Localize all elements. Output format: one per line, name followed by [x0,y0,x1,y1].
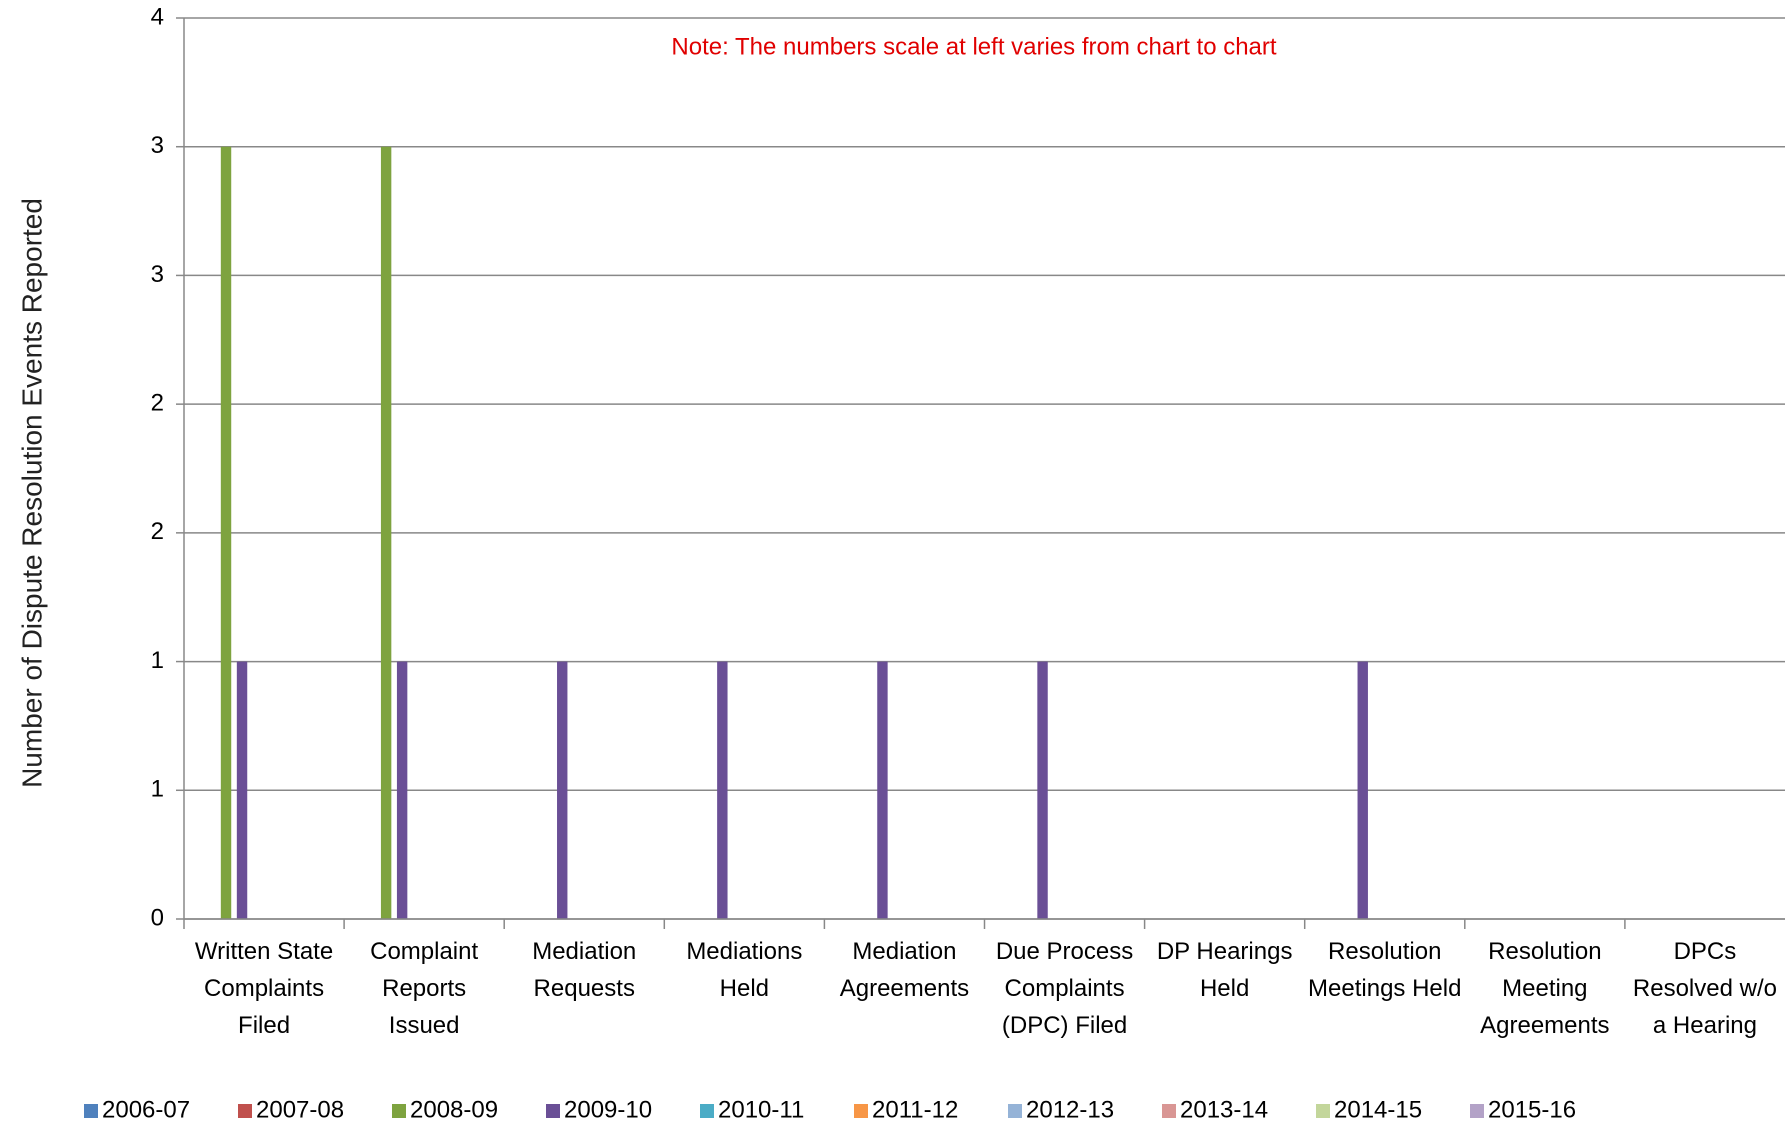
y-tick-label: 3 [151,261,164,288]
bar [717,661,728,919]
x-tick-label: Complaint Reports Issued [370,938,479,1039]
bar [1357,661,1368,919]
legend-label: 2008-09 [410,1096,498,1123]
bar [396,661,408,919]
x-tick-label-box: Due Process Complaints (DPC) Filed [995,938,1134,1039]
x-tick-label: DPCs Resolved w/o a Hearing [1632,938,1777,1039]
x-tick-label-box: DP Hearings Held [1156,938,1293,1002]
legend-label: 2012-13 [1026,1096,1114,1123]
x-tick-label-box: Complaint Reports Issued [370,938,479,1039]
legend-swatch [84,1104,98,1118]
legend-label: 2014-15 [1334,1096,1422,1123]
legend-label: 2011-12 [872,1096,958,1123]
bar [380,146,392,919]
x-tick-label: Mediation Requests [532,938,637,1002]
y-tick-label: 3 [151,132,164,159]
x-tick-label-box: Mediation Requests [532,938,637,1002]
legend-label: 2007-08 [256,1096,344,1123]
y-tick-label: 4 [151,3,164,30]
y-tick-label: 0 [151,904,164,931]
x-tick-label: DP Hearings Held [1156,938,1293,1002]
legend-label: 2006-07 [102,1096,190,1123]
x-tick-label-box: Resolution Meetings Held [1308,938,1462,1002]
x-tick-label-box: Written State Complaints Filed [194,938,334,1039]
legend-swatch [1470,1104,1484,1118]
bar [1037,661,1048,919]
legend-label: 2015-16 [1488,1096,1576,1123]
x-tick-label: Mediations Held [686,938,803,1002]
y-tick-label: 2 [151,518,164,545]
legend-swatch [1008,1104,1022,1118]
bar [557,661,568,919]
legend-label: 2013-14 [1180,1096,1268,1123]
legend-swatch [392,1104,406,1118]
legend-swatch [700,1104,714,1118]
legend-swatch [238,1104,252,1118]
legend-label: 2009-10 [564,1096,652,1123]
x-tick-label: Written State Complaints Filed [194,938,334,1039]
bar [220,146,232,919]
x-tick-label-box: Mediation Agreements [839,938,970,1002]
y-tick-label: 1 [151,647,164,674]
x-tick-label: Due Process Complaints (DPC) Filed [995,938,1134,1039]
y-axis-title: Number of Dispute Resolution Events Repo… [16,198,47,788]
x-tick-label-box: Mediations Held [686,938,803,1002]
legend-swatch [1162,1104,1176,1118]
x-tick-label: Resolution Meetings Held [1308,938,1462,1002]
legend-label: 2010-11 [718,1096,804,1123]
legend-swatch [546,1104,560,1118]
legend-swatch [854,1104,868,1118]
legend-swatch [1316,1104,1330,1118]
x-tick-label-box: DPCs Resolved w/o a Hearing [1632,938,1777,1039]
bar [236,661,248,919]
y-tick-label: 1 [151,776,164,803]
x-tick-label: Resolution Meeting Agreements [1480,938,1610,1039]
y-tick-label: 2 [151,389,164,416]
annotation: Note: The numbers scale at left varies f… [671,33,1276,60]
x-tick-label-box: Resolution Meeting Agreements [1480,938,1610,1039]
x-tick-label: Mediation Agreements [839,938,970,1002]
bar [877,661,888,919]
